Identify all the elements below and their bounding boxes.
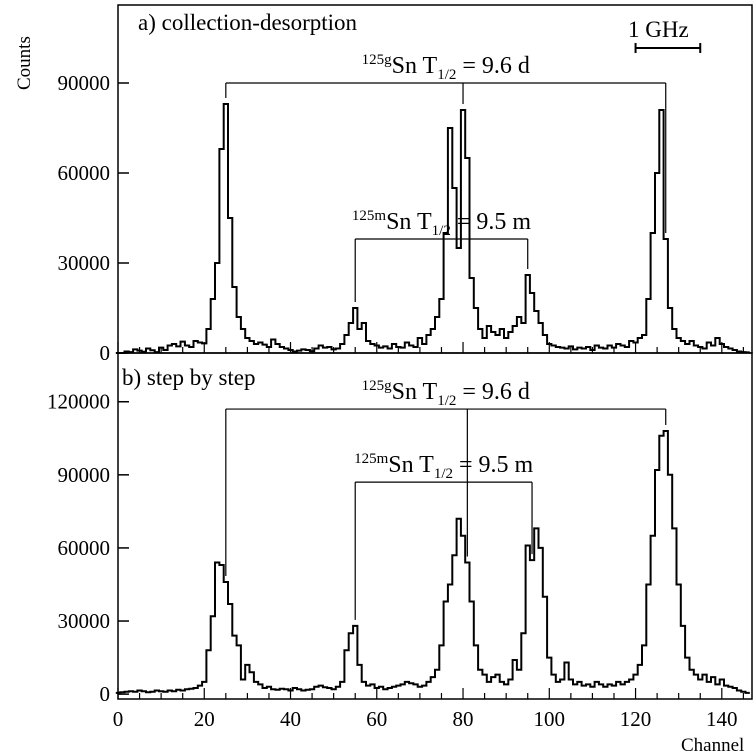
panel-b-y-axis: 0 30000 60000 90000 120000 (47, 390, 129, 706)
panel-b-spectrum-line (115, 430, 750, 694)
x-tick-label-1: 20 (194, 707, 215, 731)
panel-step-by-step: 0 30000 60000 90000 120000 0 20 40 60 80 100 120 14… (47, 352, 753, 755)
panel-b-x-axis: 0 20 40 60 80 100 120 140 (113, 688, 744, 731)
element-symbol: Sn T (386, 209, 432, 235)
half-life-subscript: 1/2 (437, 67, 456, 83)
panel-a-y-axis: 0 30000 60000 90000 (58, 71, 129, 365)
isotope-label-a-0: 125gSn T1/2 = 9.6 d (362, 52, 530, 83)
half-life-subscript: 1/2 (437, 393, 456, 409)
x-tick-label-2: 40 (280, 707, 301, 731)
y-tick-label-a-0: 0 (100, 341, 111, 365)
half-life-value: = 9.5 m (451, 209, 532, 235)
half-life-value: = 9.6 d (456, 379, 530, 405)
isotope-label-b-0: 125gSn T1/2 = 9.6 d (362, 378, 530, 409)
isotope-label-a-1: 125mSn T1/2 = 9.5 m (352, 208, 531, 239)
half-life-value: = 9.5 m (453, 452, 534, 478)
panel-a-x-ticks (117, 342, 744, 353)
x-tick-label-0: 0 (113, 707, 124, 731)
y-tick-label-b-3: 90000 (58, 463, 111, 487)
y-tick-label-b-4: 120000 (47, 390, 110, 414)
half-life-subscript: 1/2 (432, 223, 451, 239)
half-life-value: = 9.6 d (456, 53, 530, 79)
panel-b-title: b) step by step (122, 365, 256, 390)
x-axis-title: Channel (681, 735, 744, 755)
y-tick-label-a-2: 60000 (58, 161, 111, 185)
y-axis-title: Counts (14, 36, 35, 90)
mass-number: 125g (362, 52, 393, 68)
mass-number: 125m (352, 208, 387, 224)
element-symbol: Sn T (388, 452, 434, 478)
y-tick-label-b-1: 30000 (58, 609, 111, 633)
x-tick-label-6: 120 (620, 707, 652, 731)
panel-b-frame (117, 352, 753, 700)
x-tick-label-3: 60 (366, 707, 387, 731)
mass-number: 125g (362, 378, 393, 394)
x-tick-label-4: 80 (453, 707, 474, 731)
element-symbol: Sn T (392, 53, 438, 79)
mass-number: 125m (354, 451, 389, 467)
element-symbol: Sn T (392, 379, 438, 405)
scale-bar-label: 1 GHz (628, 17, 689, 42)
y-tick-label-a-3: 90000 (58, 71, 111, 95)
x-tick-label-5: 100 (534, 707, 566, 731)
y-tick-label-b-2: 60000 (58, 536, 111, 560)
panel-a-title: a) collection-desorption (138, 10, 358, 35)
panel-a-spectrum-line (115, 103, 750, 354)
y-tick-label-b-0: 0 (100, 682, 111, 706)
y-tick-label-a-1: 30000 (58, 251, 111, 275)
x-tick-label-7: 140 (706, 707, 738, 731)
isotope-label-b-1: 125mSn T1/2 = 9.5 m (354, 451, 533, 482)
scale-bar: 1 GHz (628, 17, 702, 53)
half-life-subscript: 1/2 (434, 466, 453, 482)
